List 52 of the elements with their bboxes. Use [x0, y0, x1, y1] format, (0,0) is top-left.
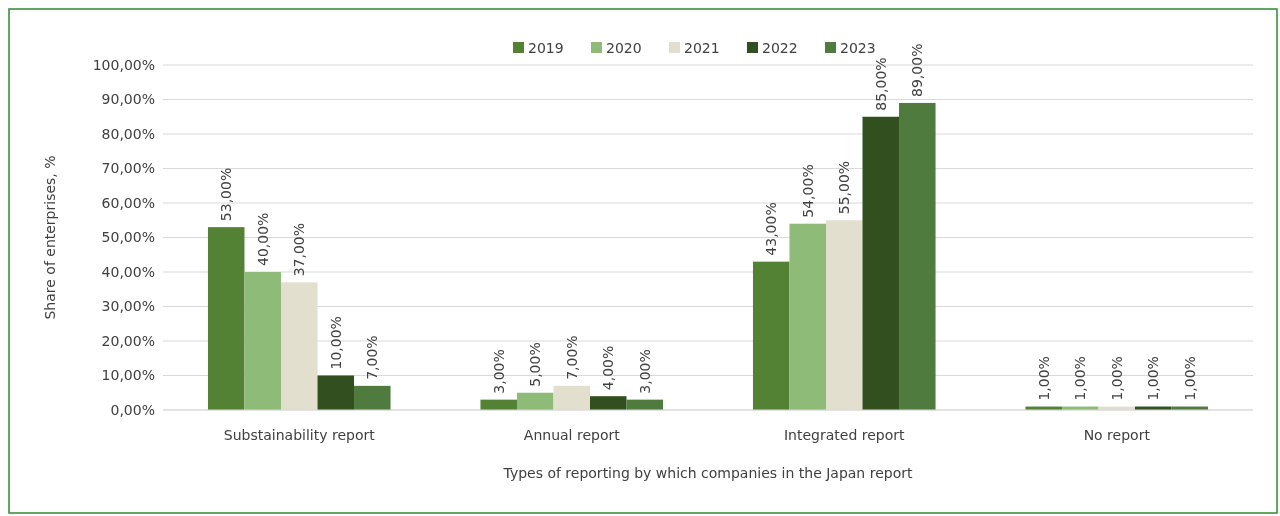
legend-label: 2023	[840, 39, 876, 56]
bar	[244, 272, 281, 410]
data-label: 1,00%	[1145, 356, 1162, 401]
data-label: 7,00%	[563, 335, 580, 380]
x-tick-label: Annual report	[523, 427, 621, 443]
bar	[590, 396, 627, 410]
data-label: 4,00%	[600, 345, 617, 391]
y-tick-label: 20,00%	[101, 332, 155, 349]
legend-label: 2022	[762, 39, 798, 56]
y-tick-label: 30,00%	[101, 298, 155, 315]
bar	[862, 116, 900, 410]
x-tick-label: No report	[1083, 427, 1151, 443]
data-label: 53,00%	[218, 167, 235, 222]
data-label: 1,00%	[1035, 356, 1052, 401]
y-tick-label: 70,00%	[101, 160, 155, 177]
data-label: 7,00%	[364, 335, 381, 380]
x-tick-label: Substainability report	[223, 427, 376, 443]
y-tick-label: 60,00%	[101, 194, 155, 211]
bar	[899, 102, 936, 410]
y-tick-label: 90,00%	[101, 91, 155, 108]
y-tick-label: 10,00%	[101, 367, 155, 384]
data-label: 1,00%	[1181, 356, 1198, 401]
legend-label: 2021	[684, 39, 720, 56]
data-label: 37,00%	[291, 222, 308, 277]
bar	[752, 261, 790, 410]
data-label: 85,00%	[872, 57, 889, 111]
data-label: 3,00%	[636, 349, 653, 394]
data-label: 1,00%	[1072, 356, 1089, 401]
data-label: 54,00%	[799, 164, 816, 218]
y-tick-label: 0,00%	[110, 401, 155, 418]
y-axis-title: Share of enterprises, %	[42, 155, 58, 320]
y-tick-label: 40,00%	[101, 263, 155, 280]
bar	[317, 375, 355, 410]
legend-label: 2020	[606, 39, 642, 56]
data-label: 89,00%	[909, 43, 926, 97]
data-label: 55,00%	[836, 160, 853, 215]
bar	[207, 227, 245, 410]
bar	[354, 385, 391, 410]
y-tick-label: 80,00%	[101, 125, 155, 142]
y-tick-label: 50,00%	[101, 229, 155, 246]
data-label: 1,00%	[1108, 356, 1125, 401]
data-label: 5,00%	[527, 342, 544, 387]
legend-label: 2019	[528, 39, 564, 56]
bar	[789, 223, 826, 410]
data-label: 3,00%	[490, 349, 507, 394]
data-label: 40,00%	[254, 212, 271, 266]
data-label: 10,00%	[327, 316, 344, 370]
x-tick-label: Integrated report	[783, 427, 906, 443]
x-axis-title: Types of reporting by which companies in the Japan report	[502, 465, 913, 481]
y-tick-label: 100,00%	[92, 56, 155, 73]
data-label: 43,00%	[763, 202, 780, 256]
bar	[516, 392, 554, 410]
